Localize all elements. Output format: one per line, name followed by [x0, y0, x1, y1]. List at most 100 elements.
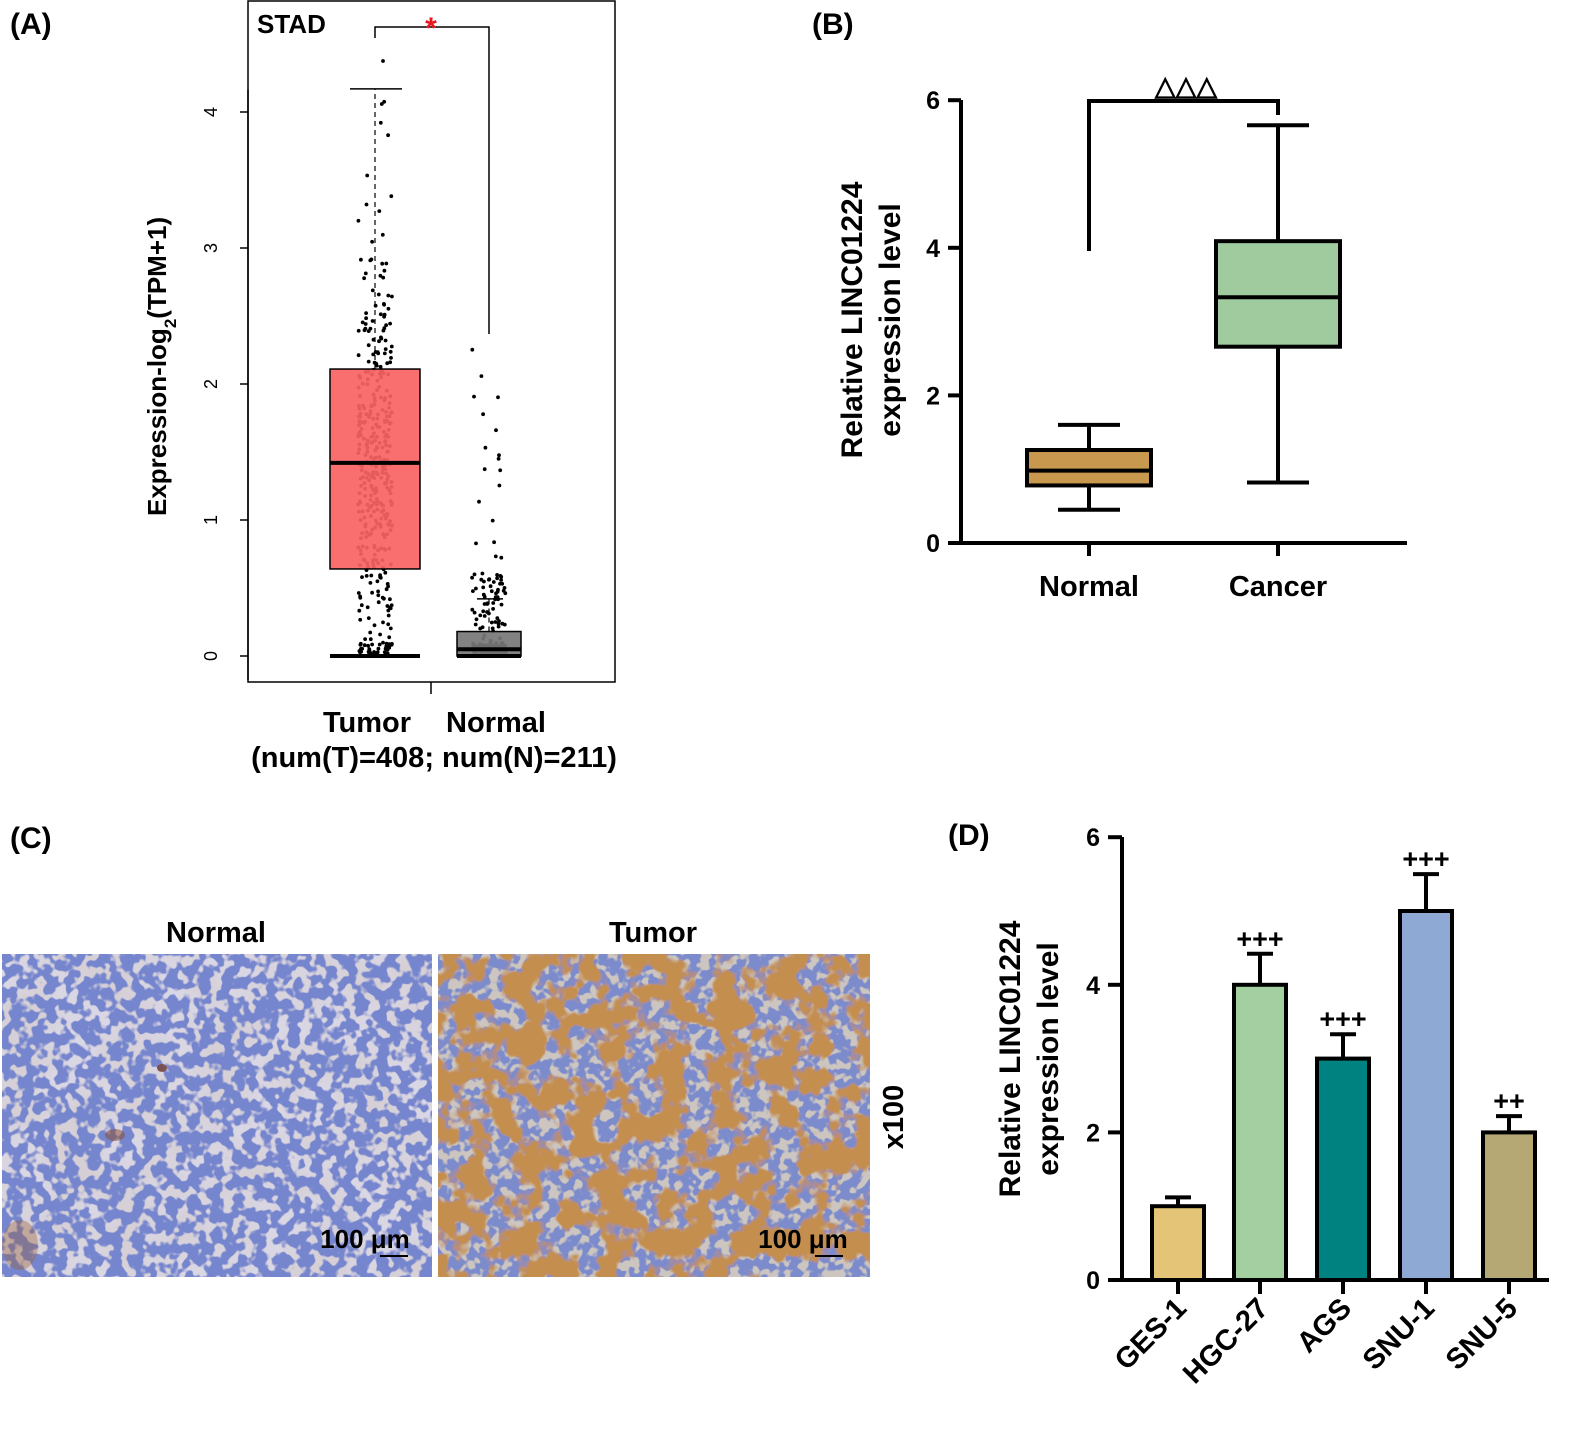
data-point — [381, 641, 385, 645]
panel-b-label: (B) — [812, 8, 854, 41]
data-point — [382, 315, 386, 319]
data-point — [489, 584, 493, 588]
y-tick-label: 0 — [1086, 1267, 1100, 1295]
data-point — [496, 588, 500, 592]
box-normal — [1027, 450, 1151, 485]
data-point — [359, 258, 363, 262]
data-point — [360, 575, 364, 579]
data-point — [367, 360, 371, 364]
box-cancer — [1216, 241, 1340, 347]
y-label-main: Expression-log — [142, 328, 172, 516]
data-point — [370, 258, 374, 262]
panel-a-y-ticks: 01234 — [201, 107, 248, 661]
data-point — [503, 623, 507, 627]
data-point — [376, 650, 380, 654]
data-point — [377, 339, 381, 343]
x-label: HGC-27 — [1177, 1292, 1275, 1390]
data-point — [482, 593, 486, 597]
data-point — [370, 591, 374, 595]
data-point — [363, 637, 367, 641]
data-point — [389, 356, 393, 360]
y-tick-label: 4 — [201, 107, 221, 117]
bar-ges-1 — [1152, 1206, 1204, 1280]
data-point — [376, 590, 380, 594]
data-point — [363, 643, 367, 647]
data-point — [498, 468, 502, 472]
significance-mark: +++ — [1319, 1004, 1366, 1034]
significance-mark: ++ — [1493, 1086, 1525, 1116]
data-point — [491, 607, 495, 611]
data-point — [377, 647, 381, 651]
data-point — [487, 577, 491, 581]
magnification-label: x100 — [878, 1085, 910, 1150]
data-point — [495, 573, 499, 577]
y-tick-label: 2 — [1086, 1119, 1100, 1147]
data-point — [378, 643, 382, 647]
panel-d-y-label-line1: Relative LINC01224 — [994, 920, 1027, 1197]
data-point — [497, 453, 501, 457]
data-point — [500, 603, 504, 607]
data-point — [490, 621, 494, 625]
data-point — [499, 556, 503, 560]
data-point — [383, 352, 387, 356]
data-point — [492, 540, 496, 544]
y-tick-label: 6 — [1086, 824, 1100, 852]
bar-snu-1 — [1400, 911, 1452, 1280]
data-point — [484, 446, 488, 450]
y-tick-label: 0 — [926, 530, 940, 558]
data-point — [377, 293, 381, 297]
y-tick-label: 2 — [201, 379, 221, 389]
tumor-scale-bar-label: 100 μm — [758, 1224, 848, 1254]
data-point — [386, 622, 390, 626]
data-point — [379, 365, 383, 369]
data-point — [365, 574, 369, 578]
panel-a-sample-counts: (num(T)=408; num(N)=211) — [251, 742, 617, 774]
bar-snu-5 — [1483, 1132, 1535, 1280]
data-point — [379, 274, 383, 278]
panel-d-bars: +++++++++++ — [1152, 844, 1535, 1294]
data-point — [473, 611, 477, 615]
panel-a-boxes — [330, 89, 521, 656]
data-point — [475, 617, 479, 621]
data-point — [386, 609, 390, 613]
panel-b-x-label-cancer: Cancer — [1229, 571, 1327, 603]
data-point — [376, 579, 380, 583]
x-label: SNU-5 — [1440, 1292, 1524, 1376]
data-point — [492, 580, 496, 584]
bar-ags — [1317, 1059, 1369, 1280]
data-point — [377, 600, 381, 604]
data-point — [479, 578, 483, 582]
panel-b-x-label-normal: Normal — [1039, 571, 1139, 603]
data-point — [390, 643, 394, 647]
panel-d: (D) Relative LINC01224 expression level … — [948, 819, 1549, 1390]
data-point — [370, 643, 374, 647]
data-point — [389, 194, 393, 198]
data-point — [388, 322, 392, 326]
significance-mark: +++ — [1236, 924, 1283, 954]
data-point — [379, 336, 383, 340]
data-point — [357, 219, 361, 223]
data-point — [357, 591, 361, 595]
data-point — [483, 467, 487, 471]
data-point — [366, 605, 370, 609]
data-point — [362, 276, 366, 280]
data-point — [368, 631, 372, 635]
y-tick-label: 3 — [201, 243, 221, 253]
data-point — [382, 303, 386, 307]
data-point — [494, 555, 498, 559]
data-point — [494, 428, 498, 432]
data-point — [371, 319, 375, 323]
data-point — [379, 121, 383, 125]
data-point — [386, 133, 390, 137]
data-point — [503, 591, 507, 595]
data-point — [498, 582, 502, 586]
data-point — [386, 604, 390, 608]
data-point — [494, 592, 498, 596]
data-point — [387, 635, 391, 639]
data-point — [376, 350, 380, 354]
data-point — [387, 614, 391, 618]
data-point — [386, 582, 390, 586]
